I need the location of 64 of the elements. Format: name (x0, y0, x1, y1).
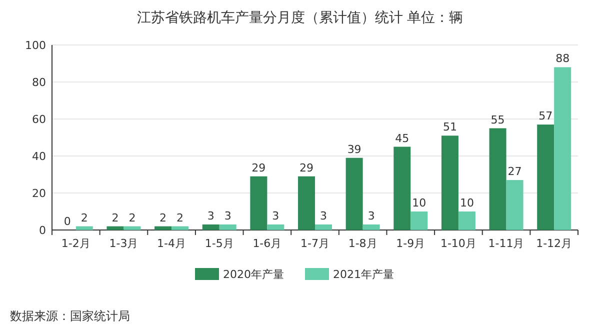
x-tick-label: 1-3月 (109, 237, 138, 250)
data-label: 39 (347, 142, 362, 156)
data-label: 2 (176, 211, 184, 224)
data-label: 29 (252, 161, 266, 174)
data-label: 27 (508, 165, 522, 178)
bar (154, 226, 172, 230)
data-label: 2 (128, 211, 136, 224)
x-tick-label: 1-8月 (348, 237, 378, 250)
bar (298, 176, 315, 230)
x-tick-label: 1-6月 (252, 237, 282, 250)
y-tick-label: 60 (32, 113, 46, 126)
data-label: 3 (272, 209, 280, 222)
x-tick-label: 1-11月 (488, 237, 524, 250)
y-tick-label: 0 (39, 224, 46, 237)
chart-title: 江苏省铁路机车产量分月度（累计值）统计 单位：辆 (136, 10, 464, 26)
x-tick-label: 1-12月 (536, 237, 572, 250)
bar (76, 226, 93, 230)
bar (362, 224, 380, 230)
bar (410, 212, 428, 230)
x-tick-label: 1-2月 (61, 237, 90, 250)
data-label: 2 (80, 211, 88, 224)
data-label: 10 (412, 196, 426, 210)
y-tick-label: 20 (32, 187, 46, 200)
bar (250, 176, 268, 230)
bar (106, 226, 124, 230)
bar (441, 136, 458, 230)
data-label: 2 (112, 211, 119, 224)
data-label: 88 (556, 52, 570, 66)
x-tick-label: 1-5月 (204, 237, 234, 250)
data-label: 45 (395, 132, 410, 145)
x-tick-label: 1-7月 (300, 237, 330, 250)
bar (458, 212, 476, 230)
data-label: 3 (368, 209, 375, 222)
legend-label: 2021年产量 (333, 268, 394, 281)
bar (346, 158, 363, 230)
data-label: 3 (320, 209, 327, 222)
bar (219, 224, 236, 230)
bar (267, 224, 284, 230)
data-label: 3 (224, 209, 232, 222)
source-note: 数据来源：国家统计局 (10, 309, 130, 323)
data-label: 10 (460, 196, 474, 210)
bar (506, 180, 524, 230)
bar (202, 224, 220, 230)
y-tick-label: 100 (25, 39, 46, 52)
data-label: 29 (300, 161, 314, 174)
x-tick-label: 1-4月 (157, 237, 186, 250)
data-label: 55 (490, 113, 505, 126)
y-tick-label: 80 (32, 76, 46, 89)
legend-label: 2020年产量 (223, 268, 284, 281)
bar (394, 146, 411, 230)
bar (554, 67, 572, 230)
bar (315, 224, 332, 230)
data-label: 0 (64, 215, 71, 228)
data-label: 3 (207, 209, 214, 222)
bar (124, 226, 141, 230)
bar (172, 226, 189, 230)
bar (537, 124, 554, 230)
bar (489, 128, 506, 230)
x-tick-label: 1-9月 (396, 237, 426, 250)
data-label: 57 (538, 110, 553, 123)
data-label: 51 (442, 120, 457, 134)
data-label: 2 (160, 211, 167, 224)
x-tick-label: 1-10月 (440, 237, 476, 250)
y-tick-label: 40 (32, 150, 46, 163)
